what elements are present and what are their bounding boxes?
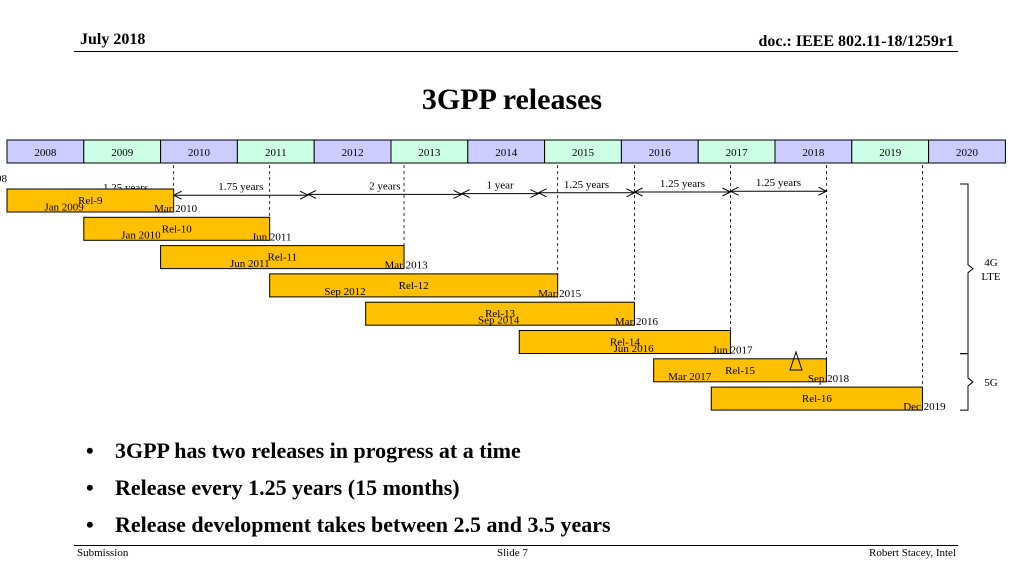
release-end-label: Mar 2015 [538, 288, 582, 300]
year-label: 2016 [649, 147, 672, 159]
bullet-list: 3GPP has two releases in progress at a t… [86, 436, 611, 547]
release-start-label: Jun 2011 [230, 258, 270, 270]
bullet-item: Release every 1.25 years (15 months) [86, 473, 611, 510]
group-brace [960, 183, 974, 354]
year-label: 2015 [572, 147, 595, 159]
release-bar-label: Rel-14 [610, 337, 640, 349]
release-bar-label: Rel-10 [162, 223, 192, 235]
year-label: 2011 [265, 147, 287, 159]
release-start-label: Mar 2017 [668, 371, 712, 383]
release-end-label: Jun 2011 [252, 231, 292, 243]
year-label: 2013 [418, 147, 441, 159]
year-header-row: 2008 2009 2010 2011 2012 2013 2014 2015 2016 2017… [6, 139, 1006, 164]
bullet-item: Release development takes between 2.5 an… [86, 510, 611, 547]
bullet-item: 3GPP has two releases in progress at a t… [86, 436, 611, 473]
group-label: LTE [981, 271, 1000, 283]
group-brace [960, 353, 974, 411]
footer-author: Robert Stacey, Intel [869, 547, 956, 559]
release-start-label: Jan 2010 [121, 230, 161, 242]
release-bar-label: Rel-16 [802, 393, 832, 405]
header-date: July 2018 [80, 31, 146, 48]
release-start-label: Mar 2008 [0, 173, 7, 185]
interval-label: 1.25 years [756, 177, 801, 189]
release-end-label: Mar 2010 [154, 203, 198, 215]
release-intervals: 1.25 years 1.75 years 2 years 1 year 1.25 ye… [78, 177, 827, 196]
release-bar-label: Rel-12 [399, 280, 429, 292]
footer-slide-number: Slide 7 [497, 547, 528, 559]
release-bar [6, 188, 175, 213]
header-rule [74, 51, 958, 52]
release-bar [83, 216, 271, 241]
release-end-label: Mar 2016 [615, 316, 659, 328]
slide-title: 3GPP releases [421, 83, 603, 116]
year-label: 2009 [111, 147, 134, 159]
interval-label: 1.25 years [660, 178, 705, 190]
release-timeline-diagram: 2008 2009 2010 2011 2012 2013 2014 2015 2016 2017… [0, 139, 1006, 413]
year-label: 2014 [495, 147, 518, 159]
release-end-label: Jun 2017 [712, 345, 753, 357]
interval-label: 1.75 years [218, 181, 263, 193]
footer-submission: Submission [77, 547, 129, 559]
year-label: 2010 [188, 147, 211, 159]
year-label: 2008 [34, 147, 57, 159]
release-bar [518, 330, 731, 354]
release-start-label: Sep 2014 [478, 315, 520, 327]
year-label: 2018 [802, 147, 825, 159]
release-start-label: Jun 2016 [614, 343, 655, 355]
release-end-label: Mar 2013 [385, 260, 429, 272]
release-end-label: Dec 2019 [903, 401, 946, 413]
release-bar [710, 386, 923, 411]
release-start-label: Jan 2009 [44, 201, 84, 213]
release-bar-label: Rel-13 [485, 308, 515, 320]
footer-rule [74, 545, 958, 546]
generation-groups: 4G LTE 5G [960, 183, 1001, 411]
release-bar-label: Rel-15 [725, 365, 755, 377]
release-bar-label: Rel-9 [78, 195, 103, 207]
group-label: 4G [984, 257, 998, 269]
year-label: 2017 [726, 147, 749, 159]
release-bar-label: Rel-11 [268, 252, 298, 264]
interval-label: 2 years [369, 180, 400, 192]
interval-label: 1 year [486, 180, 514, 192]
year-label: 2019 [879, 147, 902, 159]
year-label: 2012 [342, 147, 364, 159]
release-start-label: Sep 2012 [324, 286, 365, 298]
header-doc-id: doc.: IEEE 802.11-18/1259r1 [758, 33, 954, 50]
year-cell [928, 139, 1006, 164]
release-bar [269, 273, 559, 298]
release-bar [365, 301, 635, 326]
year-label: 2020 [956, 147, 979, 159]
release-bar [653, 358, 827, 383]
release-end-label: Sep 2018 [808, 373, 850, 385]
release-bar [160, 245, 405, 270]
interval-label: 1.25 years [564, 179, 609, 191]
release-bars: Rel-9 Mar 2008 Mar 2010 Rel-10 Jan 2009 Jun 2… [0, 173, 946, 413]
current-date-marker-icon [789, 350, 803, 371]
group-label: 5G [984, 377, 998, 389]
